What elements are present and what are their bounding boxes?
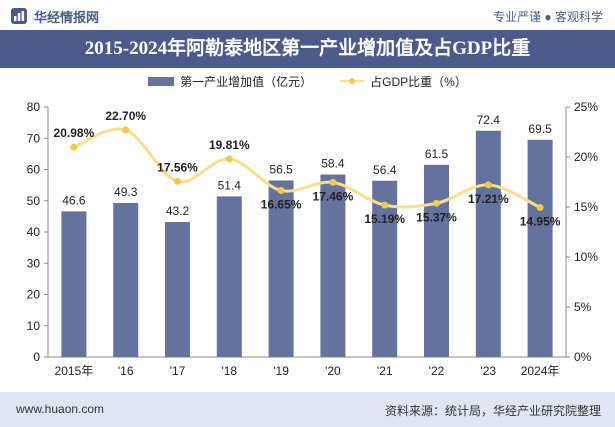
bar-value-label: 58.4 (321, 157, 345, 171)
x-tick-label: 2015年 (55, 364, 94, 378)
chart-title: 2015-2024年阿勒泰地区第一产业增加值及占GDP比重 (84, 38, 531, 59)
line-point (536, 204, 544, 211)
y-left-tick-label: 60 (27, 163, 41, 177)
line-value-label: 14.95% (520, 215, 561, 229)
bar (113, 202, 139, 357)
line-point (381, 201, 389, 209)
bar-value-label: 49.3 (114, 185, 138, 199)
line-point (484, 181, 492, 189)
bar-value-label: 72.4 (477, 113, 501, 127)
line-value-label: 17.21% (468, 192, 509, 206)
bar-value-label: 51.4 (218, 178, 242, 192)
line-point (122, 126, 130, 134)
top-bar: 华经情报网 专业严谨 ● 客观科学 (0, 0, 615, 30)
combo-chart: 0 10 20 30 40 50 60 70 80 0% 5% 10% 15% 20% 25% 46.6 49.… (27, 100, 599, 378)
x-tick-label: '18 (221, 364, 237, 378)
bar-value-label: 56.4 (373, 163, 397, 177)
brand-logo[interactable]: 华经情报网 (10, 7, 99, 25)
x-tick-label: '20 (325, 364, 341, 378)
legend: 第一产业增加值（亿元） 占GDP比重（%） (0, 70, 615, 92)
line-value-label: 15.37% (416, 210, 457, 224)
legend-bar-swatch (148, 76, 175, 86)
bar (165, 222, 190, 357)
line-point (70, 143, 78, 151)
line-value-label: 22.70% (105, 109, 146, 123)
y-left-tick-label: 10 (27, 319, 41, 333)
bar (372, 180, 398, 357)
x-tick-label: '21 (377, 364, 393, 378)
x-tick-label: '16 (118, 364, 134, 378)
line-value-label: 19.81% (209, 138, 250, 152)
line-point (174, 177, 181, 185)
y-right-tick-label: 10% (574, 250, 598, 264)
x-tick-label: '23 (480, 364, 496, 378)
line-value-label: 17.46% (313, 189, 354, 203)
line-value-label: 15.19% (364, 212, 405, 226)
legend-bar-label: 第一产业增加值（亿元） (180, 74, 313, 89)
footer: www.huaon.com 资料来源：统计局，华经产业研究院整理 (0, 392, 615, 427)
bar (61, 211, 87, 357)
line-point (329, 178, 337, 186)
y-left-tick-label: 30 (27, 256, 41, 270)
bar-value-label: 43.2 (166, 204, 190, 218)
y-left-tick-label: 40 (27, 225, 41, 239)
bar-value-label: 69.5 (528, 122, 552, 136)
x-tick-label: '19 (273, 364, 289, 378)
line-value-label: 20.98% (54, 126, 95, 140)
y-right-tick-label: 20% (574, 150, 598, 164)
y-left-tick-label: 50 (27, 194, 41, 208)
bar (268, 180, 294, 357)
bar (320, 174, 346, 357)
y-left-tick-label: 80 (27, 100, 41, 114)
y-right-tick-label: 15% (574, 200, 598, 214)
legend-line-marker (349, 78, 356, 84)
legend-item-line: 占GDP比重（%） (340, 73, 467, 90)
brand-logo-icon (11, 8, 27, 24)
bar-value-label: 61.5 (425, 147, 449, 161)
share-line (73, 127, 541, 209)
bar (527, 139, 553, 357)
legend-line-label: 占GDP比重（%） (370, 74, 467, 89)
x-tick-label: '17 (170, 364, 186, 378)
x-tick-label: 2024年 (521, 364, 560, 378)
bar (424, 164, 449, 357)
footer-website[interactable]: www.huaon.com (16, 402, 105, 416)
line-value-label: 16.65% (261, 198, 302, 212)
y-right-tick-label: 25% (574, 100, 598, 114)
line-point (277, 187, 285, 194)
tagline: 专业严谨 ● 客观科学 (493, 10, 603, 24)
title-bar (0, 30, 615, 68)
line-point (225, 155, 233, 163)
line-point (433, 199, 440, 207)
bar (475, 130, 501, 357)
bar-value-label: 46.6 (62, 193, 86, 207)
x-tick-label: '22 (429, 364, 445, 378)
bar-value-label: 56.5 (269, 162, 293, 176)
y-right-tick-label: 5% (574, 300, 592, 314)
legend-line-swatch (340, 78, 365, 84)
line-value-label: 17.56% (157, 160, 198, 174)
y-right-tick-label: 0% (574, 350, 592, 364)
footer-source: 资料来源：统计局，华经产业研究院整理 (384, 404, 601, 418)
y-left-tick-label: 0 (33, 350, 40, 364)
bar (216, 196, 242, 357)
y-left-tick-label: 20 (27, 288, 41, 302)
legend-item-bar: 第一产业增加值（亿元） (148, 73, 312, 90)
y-left-tick-label: 70 (27, 131, 41, 145)
brand-name: 华经情报网 (34, 9, 100, 25)
